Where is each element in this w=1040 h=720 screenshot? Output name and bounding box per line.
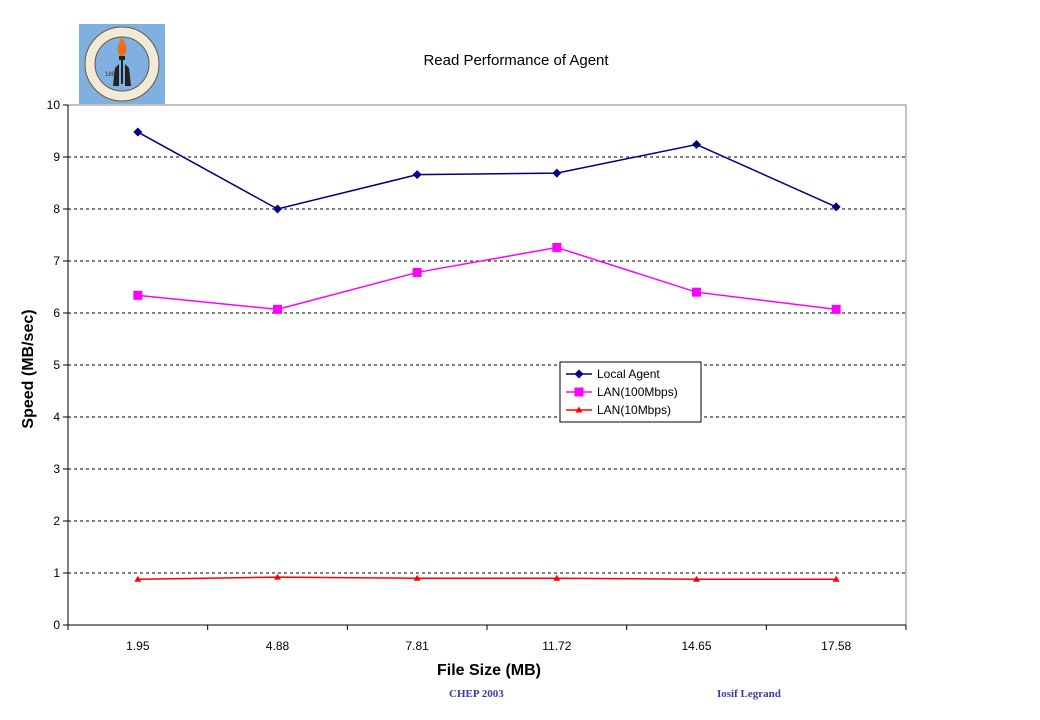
data-point [412, 267, 422, 277]
x-tick-label: 11.72 [542, 639, 571, 653]
series-lan-10mbps [134, 573, 840, 582]
gridlines [68, 156, 906, 574]
y-tick-label: 2 [53, 514, 60, 528]
plot-area [67, 104, 907, 626]
series-line [137, 131, 837, 210]
data-point [692, 287, 701, 297]
chart-title: Read Performance of Agent [423, 52, 609, 69]
y-axis-title: Speed (MB/sec) [20, 309, 37, 428]
footer-event: CHEP 2003 [449, 688, 504, 700]
data-point [133, 290, 143, 300]
y-tick-label: 10 [47, 98, 61, 112]
series-line [137, 246, 837, 311]
legend-label: Local Agent [597, 367, 660, 381]
data-point [832, 575, 840, 582]
data-point [273, 304, 282, 314]
logo-year: 1891 [105, 72, 119, 78]
y-tick-label: 5 [53, 358, 60, 372]
series-local-agent [133, 127, 841, 214]
x-tick-label: 1.95 [126, 639, 150, 653]
footer-author: Iosif Legrand [717, 688, 781, 700]
x-axis: 1.95 4.88 7.81 11.72 14.65 17.58 [67, 624, 907, 653]
series-layer [133, 127, 841, 582]
caltech-logo: 1891 [79, 24, 165, 104]
data-point [831, 202, 841, 212]
legend-marker [574, 387, 584, 397]
legend-label: LAN(10Mbps) [597, 403, 671, 417]
logo-torch-cup [119, 56, 125, 60]
y-axis: 0 1 2 3 4 5 6 7 8 9 10 [47, 98, 69, 632]
legend-marker [574, 369, 584, 379]
y-tick-label: 0 [53, 618, 60, 632]
y-tick-label: 7 [53, 254, 60, 268]
x-tick-label: 7.81 [405, 639, 429, 653]
data-point [413, 574, 421, 581]
data-point [273, 204, 282, 214]
legend-label: LAN(100Mbps) [597, 385, 678, 399]
y-tick-label: 4 [53, 410, 60, 424]
x-tick-label: 17.58 [821, 639, 851, 653]
y-tick-label: 1 [53, 566, 60, 580]
data-point [692, 140, 701, 150]
data-point [552, 242, 562, 252]
data-point [412, 170, 422, 180]
x-tick-label: 4.88 [266, 639, 290, 653]
data-point [553, 574, 561, 581]
data-point [831, 304, 841, 314]
data-point [133, 127, 143, 137]
y-tick-label: 8 [53, 202, 60, 216]
logo-figure [113, 64, 131, 86]
data-point [552, 168, 562, 178]
data-point [274, 573, 281, 580]
logo-flame [117, 38, 127, 57]
data-point [693, 575, 700, 582]
logo-torch-handle [121, 60, 123, 84]
series-line [137, 576, 837, 580]
series-lan-100mbps [133, 242, 841, 314]
y-tick-label: 3 [53, 462, 60, 476]
legend: Local Agent LAN(100Mbps) LAN(10Mbps) [559, 361, 702, 423]
data-point [134, 575, 142, 582]
y-tick-label: 9 [53, 150, 60, 164]
legend-marker [575, 406, 583, 413]
x-tick-label: 14.65 [681, 639, 711, 653]
x-axis-title: File Size (MB) [437, 662, 541, 679]
y-tick-label: 6 [53, 306, 60, 320]
